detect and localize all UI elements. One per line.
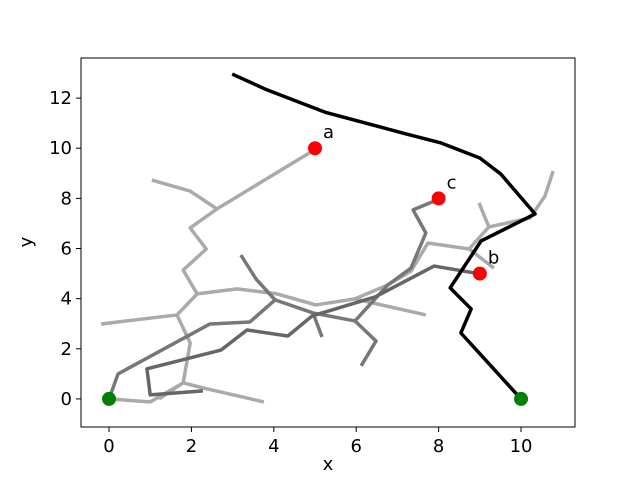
path-line xyxy=(354,297,427,317)
path-line xyxy=(108,381,265,404)
x-tick-label: 8 xyxy=(433,436,444,457)
y-tick-label: 0 xyxy=(61,389,72,410)
point xyxy=(472,266,487,281)
y-tick-label: 2 xyxy=(61,339,72,360)
y-tick-label: 10 xyxy=(49,138,72,159)
point xyxy=(308,141,323,156)
path-line xyxy=(107,197,440,400)
point xyxy=(102,391,117,406)
y-tick-label: 6 xyxy=(61,239,72,260)
x-tick-label: 6 xyxy=(350,436,361,457)
path-line xyxy=(488,170,555,229)
path-line xyxy=(196,241,495,307)
path-line xyxy=(151,178,218,211)
x-axis-label: x xyxy=(323,454,334,475)
x-tick-label: 0 xyxy=(103,436,114,457)
y-axis-label: y xyxy=(16,236,37,247)
point-label: c xyxy=(447,172,457,193)
path-line xyxy=(239,254,277,302)
point-label: b xyxy=(488,248,499,269)
point-label: a xyxy=(323,122,334,143)
path-line xyxy=(353,319,378,367)
y-tick-label: 4 xyxy=(61,289,72,310)
x-tick-label: 4 xyxy=(268,436,279,457)
path-line xyxy=(145,264,482,397)
x-tick-label: 10 xyxy=(510,436,533,457)
y-tick-label: 12 xyxy=(49,88,72,109)
path-line xyxy=(100,313,178,326)
x-tick-label: 2 xyxy=(186,436,197,457)
point xyxy=(431,191,446,206)
y-tick-label: 8 xyxy=(61,188,72,209)
path-line xyxy=(157,147,317,401)
point xyxy=(514,391,529,406)
plot-frame xyxy=(80,57,576,428)
path-line xyxy=(231,72,537,401)
